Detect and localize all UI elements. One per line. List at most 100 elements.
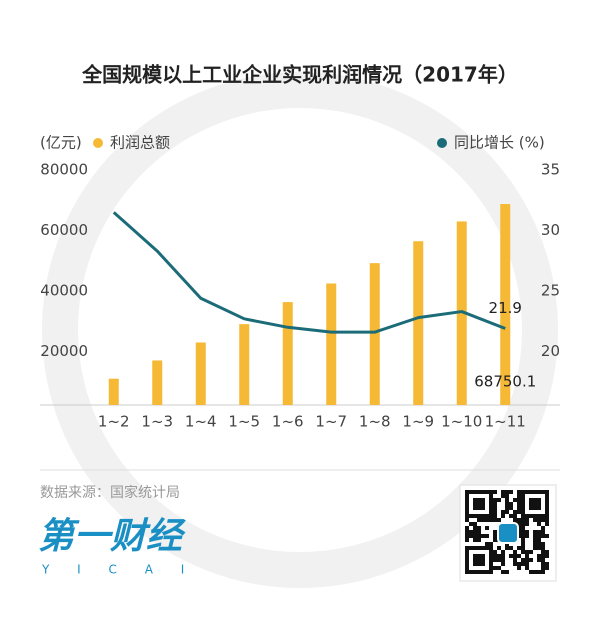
qr-module <box>533 542 537 546</box>
qr-module <box>541 550 545 554</box>
qr-module <box>501 494 505 498</box>
qr-module <box>513 518 517 522</box>
qr-module <box>497 546 501 550</box>
qr-module <box>517 554 521 558</box>
y2-tick-label: 20 <box>541 342 560 360</box>
qr-module <box>497 498 501 502</box>
data-label: 68750.1 <box>474 373 536 391</box>
qr-module <box>521 518 525 522</box>
legend-label: 同比增长 (%) <box>454 134 545 152</box>
qr-module <box>513 554 517 558</box>
qr-module <box>545 566 549 570</box>
qr-module <box>489 542 493 546</box>
qr-module <box>497 558 501 562</box>
qr-module <box>545 562 549 566</box>
legend-swatch <box>93 138 103 148</box>
qr-module <box>541 570 545 574</box>
brand-latin: Y I C A I <box>41 563 196 577</box>
y2-tick-label: 35 <box>541 161 560 179</box>
qr-module <box>501 550 505 554</box>
qr-module <box>533 518 537 522</box>
qr-module <box>489 518 493 522</box>
qr-module <box>505 546 509 550</box>
qr-module <box>505 570 509 574</box>
qr-finder <box>465 546 493 574</box>
qr-module <box>537 554 541 558</box>
legend-swatch <box>437 138 447 148</box>
source: 数据来源：国家统计局 <box>40 484 180 501</box>
qr-module <box>469 522 473 526</box>
qr-module <box>505 510 509 514</box>
qr-module <box>513 514 517 518</box>
qr-module <box>525 534 529 538</box>
y-tick-label: 80000 <box>40 161 88 179</box>
qr-module <box>493 502 497 506</box>
qr-module <box>473 526 477 530</box>
qr-module <box>485 518 489 522</box>
qr-module <box>505 490 509 494</box>
bar <box>282 302 293 405</box>
qr-module <box>533 546 537 550</box>
qr-module <box>537 530 541 534</box>
qr-module <box>545 518 549 522</box>
qr-module <box>517 490 521 494</box>
qr-module <box>501 562 505 566</box>
qr-module <box>517 518 521 522</box>
x-tick-label: 1~7 <box>315 413 347 431</box>
qr-module <box>537 542 541 546</box>
qr-module <box>517 546 521 550</box>
qr-module <box>501 490 505 494</box>
qr-module <box>485 526 489 530</box>
qr-module <box>541 526 545 530</box>
qr-module <box>545 522 549 526</box>
qr-module <box>509 554 513 558</box>
qr-module <box>477 526 481 530</box>
qr-module <box>517 562 521 566</box>
qr-module <box>533 534 537 538</box>
qr-module <box>525 530 529 534</box>
qr-module <box>525 566 529 570</box>
qr-module <box>477 530 481 534</box>
x-tick-label: 1~4 <box>185 413 217 431</box>
qr-module <box>513 498 517 502</box>
y-tick-label: 40000 <box>40 282 88 300</box>
qr-module <box>477 518 481 522</box>
qr-module <box>517 566 521 570</box>
qr-module <box>521 522 525 526</box>
qr-module <box>473 534 477 538</box>
qr-module <box>541 566 545 570</box>
qr-module <box>481 534 485 538</box>
line <box>112 211 506 334</box>
qr-module <box>485 534 489 538</box>
qr-module <box>493 518 497 522</box>
qr-module <box>481 518 485 522</box>
qr-code <box>459 484 557 582</box>
qr-finder <box>473 498 485 510</box>
qr-module <box>473 538 477 542</box>
bar <box>413 241 424 405</box>
watermark <box>42 72 558 588</box>
qr-finder <box>521 490 549 518</box>
qr-module <box>545 554 549 558</box>
x-tick-label: 1~6 <box>272 413 304 431</box>
qr-module <box>517 498 521 502</box>
bar <box>239 324 250 405</box>
x-tick-label: 1~11 <box>485 413 526 431</box>
bar <box>369 263 380 405</box>
qr-module <box>493 538 497 542</box>
qr-module <box>541 530 545 534</box>
qr-module <box>509 514 513 518</box>
x-tick-label: 1~3 <box>141 413 173 431</box>
qr-module <box>537 546 541 550</box>
qr-module <box>513 558 517 562</box>
qr-module <box>537 570 541 574</box>
qr-module <box>525 550 529 554</box>
qr-module <box>521 546 525 550</box>
qr-module <box>545 534 549 538</box>
qr-module <box>469 530 473 534</box>
qr-module <box>541 518 545 522</box>
qr-module <box>521 550 525 554</box>
qr-module <box>465 534 469 538</box>
qr-module <box>529 558 533 562</box>
